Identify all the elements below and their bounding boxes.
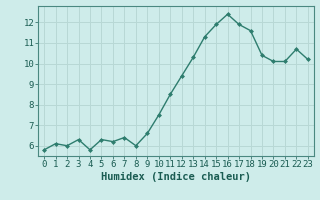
- X-axis label: Humidex (Indice chaleur): Humidex (Indice chaleur): [101, 172, 251, 182]
